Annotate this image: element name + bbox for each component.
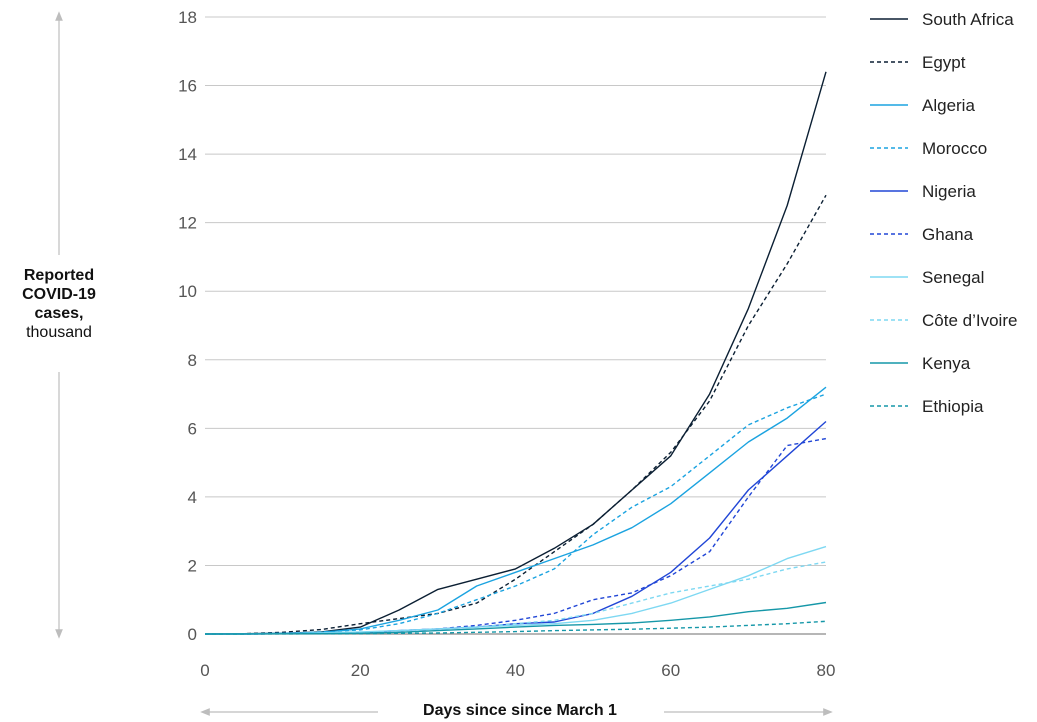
y-tick-label: 18 (178, 8, 197, 27)
x-tick-label: 20 (351, 661, 370, 680)
y-tick-label: 2 (188, 556, 197, 575)
x-tick-label: 0 (200, 661, 209, 680)
y-axis-title: Reported COVID-19 cases, thousand (0, 266, 118, 342)
y-axis-title-line4: thousand (26, 324, 92, 341)
y-tick-labels: 0 2 4 6 8 10 12 14 16 18 (178, 8, 197, 644)
series-lines (204, 71, 827, 635)
y-tick-label: 12 (178, 214, 197, 233)
series-line (204, 386, 827, 635)
legend-label: Egypt (922, 53, 966, 72)
legend: South Africa Egypt Algeria Morocco Nigeria Gh… (870, 10, 1017, 416)
x-tick-label: 40 (506, 661, 525, 680)
x-tick-label: 80 (817, 661, 836, 680)
gridlines (205, 16, 826, 635)
y-tick-label: 6 (188, 419, 197, 438)
series-line (205, 420, 827, 635)
legend-label: Nigeria (922, 182, 976, 201)
y-tick-label: 8 (188, 351, 197, 370)
y-tick-label: 16 (178, 77, 197, 96)
y-tick-label: 10 (178, 282, 197, 301)
y-tick-label: 14 (178, 145, 197, 164)
series-line (204, 393, 827, 635)
legend-label: Morocco (922, 139, 987, 158)
y-tick-label: 4 (188, 488, 197, 507)
y-axis-title-line1: Reported (23, 267, 95, 284)
series-line (205, 620, 827, 635)
series-line (204, 71, 827, 635)
x-axis-title: Days since since March 1 (423, 702, 617, 719)
series-line (205, 437, 827, 635)
y-axis-title-line3: cases, (34, 305, 84, 322)
legend-label: Ghana (922, 225, 974, 244)
legend-label: Côte d’Ivoire (922, 311, 1017, 330)
axis-arrows (55, 11, 833, 716)
legend-label: Senegal (922, 268, 984, 287)
x-tick-labels: 0 20 40 60 80 (200, 661, 835, 680)
series-line (205, 601, 827, 635)
legend-label: Ethiopia (922, 397, 984, 416)
legend-label: South Africa (922, 10, 1014, 29)
y-axis-title-line2: COVID-19 (22, 286, 96, 303)
series-line (205, 561, 827, 635)
y-tick-label: 0 (188, 625, 197, 644)
legend-label: Kenya (922, 354, 971, 373)
x-tick-label: 60 (661, 661, 680, 680)
legend-label: Algeria (922, 96, 975, 115)
